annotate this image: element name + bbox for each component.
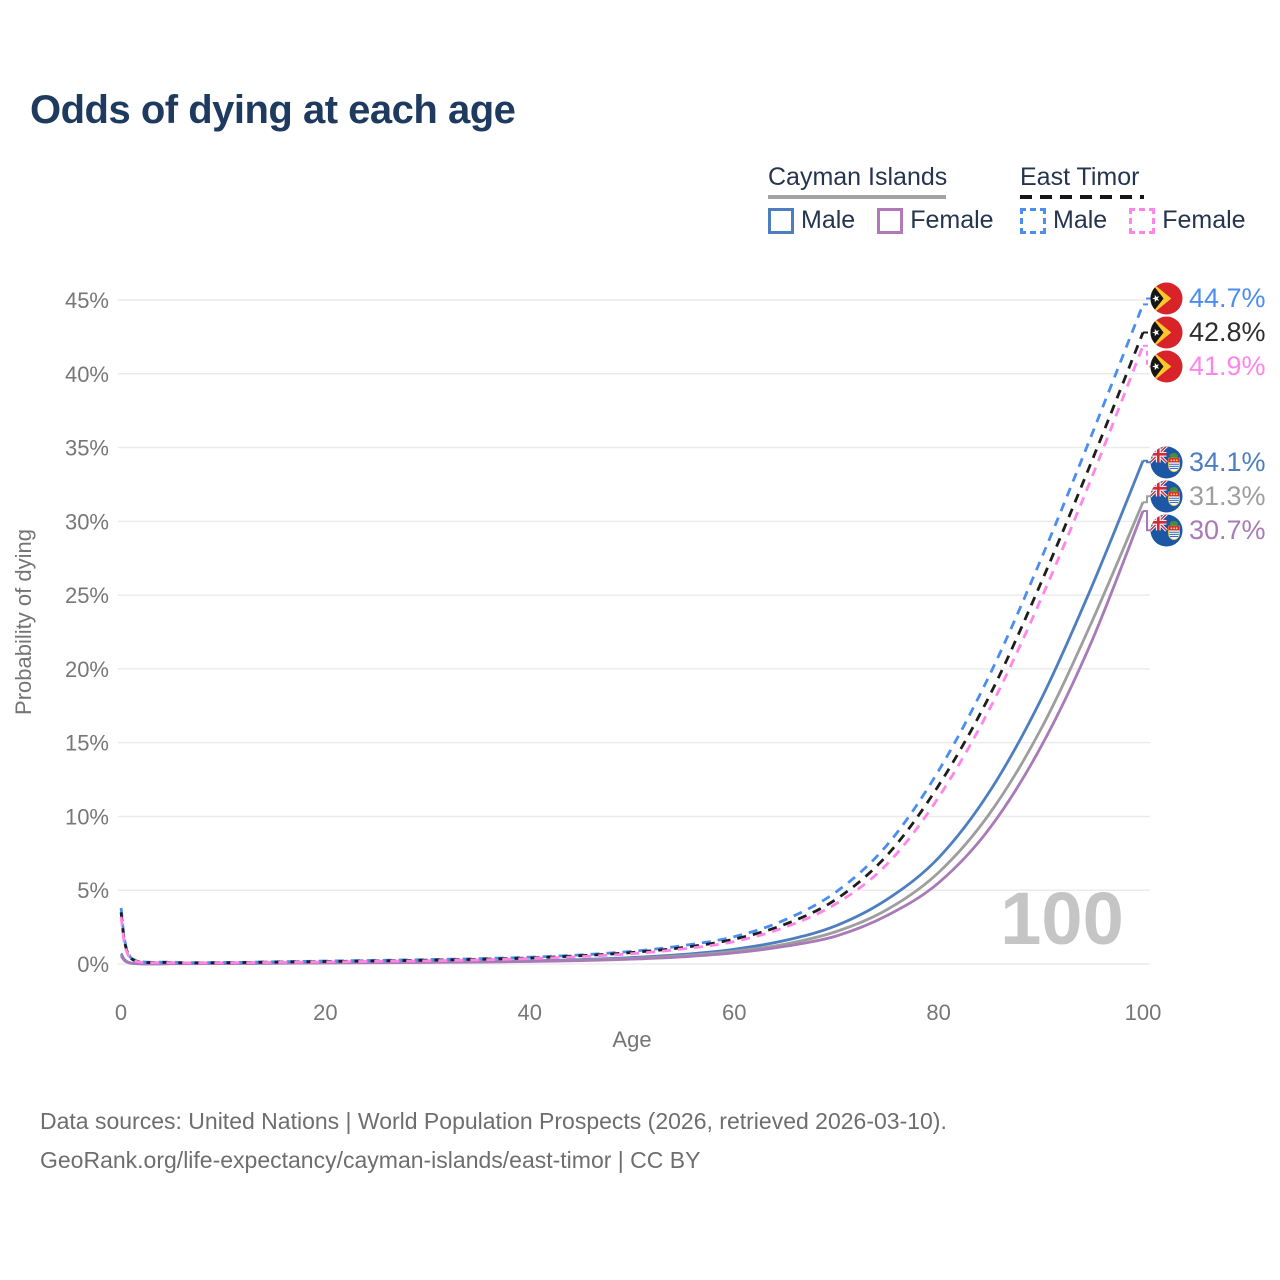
x-tick-label: 100	[1125, 1000, 1162, 1025]
series-line-east-timor-both-sexes	[119, 331, 1145, 965]
end-label-value: 34.1%	[1189, 446, 1266, 477]
end-label-cayman-islands-female: 30.7%	[1150, 514, 1266, 547]
east-timor-female-line-swatch	[1129, 207, 1156, 234]
end-label-cayman-islands-male: 34.1%	[1150, 446, 1266, 479]
cayman-male-line-swatch	[768, 207, 794, 234]
legend-item-label: Female	[910, 206, 994, 234]
legend-item-cayman-female[interactable]: Female	[877, 206, 994, 235]
y-tick-label: 5%	[77, 878, 109, 903]
y-tick-label: 20%	[65, 657, 109, 682]
y-tick-label: 45%	[65, 288, 109, 313]
series-line-cayman-islands-male	[119, 460, 1145, 966]
age-watermark: 100	[1000, 877, 1123, 960]
cayman-female-line-swatch	[877, 207, 904, 234]
end-label-east-timor-female: 41.9%	[1150, 350, 1266, 383]
end-label-value: 42.8%	[1189, 317, 1266, 348]
y-tick-label: 25%	[65, 583, 109, 608]
cayman-islands-flag-icon	[1150, 446, 1183, 479]
legend-item-cayman-male[interactable]: Male	[768, 206, 855, 235]
legend-item-east-timor-male[interactable]: Male	[1020, 206, 1107, 235]
cayman-islands-flag-icon	[1150, 480, 1183, 513]
legend-country-label: East Timor	[1020, 163, 1140, 191]
cayman-islands-line-style-underline	[768, 195, 946, 199]
y-tick-label: 0%	[77, 952, 109, 977]
east-timor-line-style-underline	[1020, 195, 1144, 199]
end-label-value: 31.3%	[1189, 480, 1266, 511]
east-timor-flag-icon	[1150, 350, 1183, 383]
x-tick-label: 0	[115, 1000, 127, 1025]
footer-attribution: GeoRank.org/life-expectancy/cayman-islan…	[40, 1147, 701, 1173]
east-timor-male-line-swatch	[1020, 207, 1046, 234]
series-line-east-timor-male	[119, 303, 1145, 965]
x-tick-label: 80	[926, 1000, 950, 1025]
legend-item-label: Female	[1162, 206, 1246, 234]
legend-group-east-timor: East Timor Male Female	[1020, 163, 1246, 235]
legend-item-east-timor-female[interactable]: Female	[1129, 206, 1246, 235]
end-label-value: 30.7%	[1189, 514, 1266, 545]
series-line-east-timor-female	[119, 345, 1145, 965]
cayman-islands-flag-icon	[1150, 514, 1183, 547]
end-label-value: 41.9%	[1189, 351, 1266, 382]
end-label-east-timor-male: 44.7%	[1150, 282, 1266, 315]
y-tick-label: 10%	[65, 804, 109, 829]
legend-item-label: Male	[1053, 206, 1108, 234]
legend-country-label: Cayman Islands	[768, 163, 948, 191]
end-label-value: 44.7%	[1189, 283, 1266, 314]
legend-group-cayman-islands: Cayman Islands Male Female	[768, 163, 994, 235]
legend-item-label: Male	[801, 206, 856, 234]
x-tick-label: 20	[313, 1000, 337, 1025]
x-tick-label: 40	[518, 1000, 542, 1025]
page-title: Odds of dying at each age	[30, 88, 516, 132]
series-line-cayman-islands-female	[119, 510, 1145, 966]
x-tick-label: 60	[722, 1000, 746, 1025]
x-axis-title: Age	[612, 1027, 652, 1052]
y-tick-label: 40%	[65, 362, 109, 387]
y-tick-label: 30%	[65, 509, 109, 534]
end-label-east-timor-both-sexes: 42.8%	[1150, 316, 1266, 349]
footer-data-sources: Data sources: United Nations | World Pop…	[40, 1108, 947, 1134]
y-tick-label: 35%	[65, 436, 109, 461]
east-timor-flag-icon	[1150, 282, 1183, 315]
series-line-cayman-islands-both-sexes	[119, 501, 1145, 966]
y-tick-label: 15%	[65, 731, 109, 756]
y-axis-title: Probability of dying	[11, 529, 36, 715]
east-timor-flag-icon	[1150, 316, 1183, 349]
end-label-cayman-islands-both-sexes: 31.3%	[1150, 480, 1266, 513]
